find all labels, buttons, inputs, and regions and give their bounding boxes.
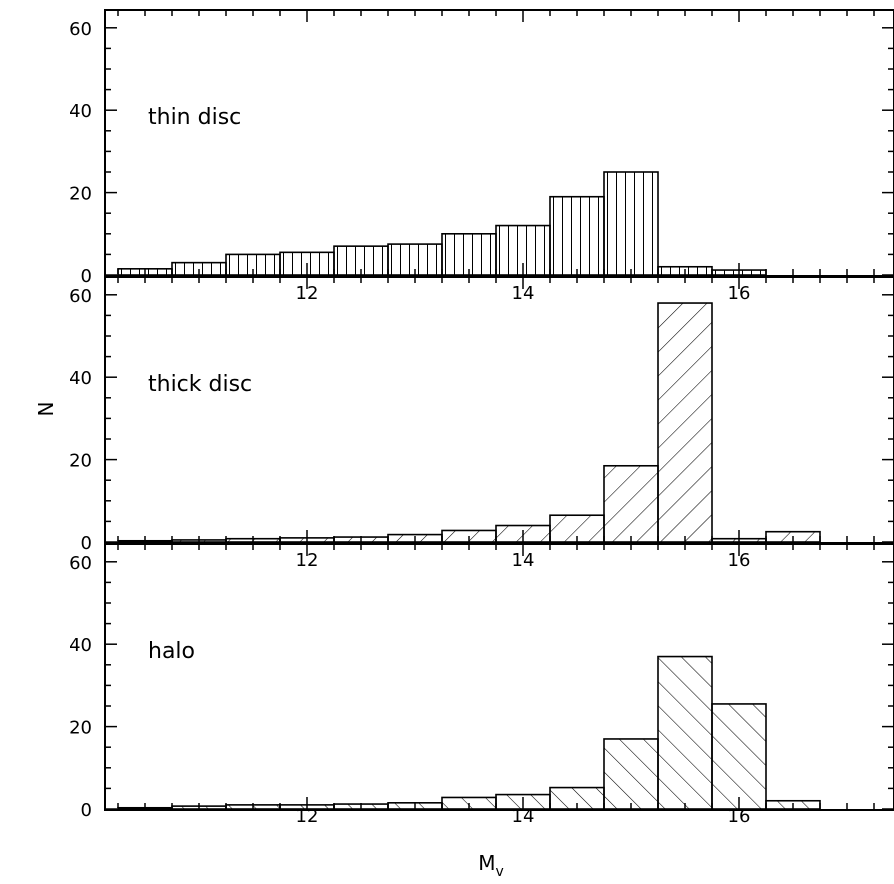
x-axis-label: Mv — [478, 851, 504, 880]
x-axis-label-subscript: v — [495, 864, 503, 880]
y-tick-label: 60 — [69, 19, 92, 40]
y-tick-label: 40 — [69, 101, 92, 122]
x-tick-label: 12 — [296, 550, 319, 571]
histogram-bar — [441, 233, 497, 276]
panel-label: thick disc — [148, 372, 252, 397]
panel-label: thin disc — [148, 105, 241, 130]
x-tick-label: 14 — [512, 550, 535, 571]
y-axis-label: N — [33, 402, 57, 417]
x-tick-label: 16 — [728, 806, 751, 827]
histogram-bar — [603, 738, 659, 810]
panel-2: 0 20 40 60 12 14 16 halo — [69, 543, 894, 821]
x-tick-label: 12 — [296, 283, 319, 304]
histogram-bar — [603, 171, 659, 276]
panel-frame — [104, 276, 894, 544]
y-tick-label: 20 — [69, 451, 92, 472]
histogram-bar — [657, 302, 713, 543]
histogram-bar — [657, 655, 713, 810]
y-tick-label: 0 — [81, 800, 92, 821]
histogram-bar — [711, 703, 767, 810]
y-tick-label: 0 — [81, 533, 92, 554]
x-tick-label: 16 — [728, 550, 751, 571]
panel-0: 0 20 40 60 thin disc — [69, 9, 894, 287]
y-tick-label: 20 — [69, 184, 92, 205]
x-tick-label: 14 — [512, 806, 535, 827]
x-tick-label: 16 — [728, 283, 751, 304]
panel-frame — [104, 543, 894, 811]
histogram-bar — [549, 195, 605, 276]
x-tick-label: 12 — [296, 806, 319, 827]
panel-1: 0 20 40 60 12 14 16 thick disc — [69, 276, 894, 554]
x-tick-label: 14 — [512, 283, 535, 304]
y-tick-label: 60 — [69, 286, 92, 307]
y-tick-label: 0 — [81, 266, 92, 287]
y-tick-label: 40 — [69, 368, 92, 389]
panel-label: halo — [148, 639, 195, 664]
y-tick-label: 60 — [69, 553, 92, 574]
histogram-bar — [603, 464, 659, 543]
y-tick-label: 20 — [69, 718, 92, 739]
y-tick-label: 40 — [69, 635, 92, 656]
